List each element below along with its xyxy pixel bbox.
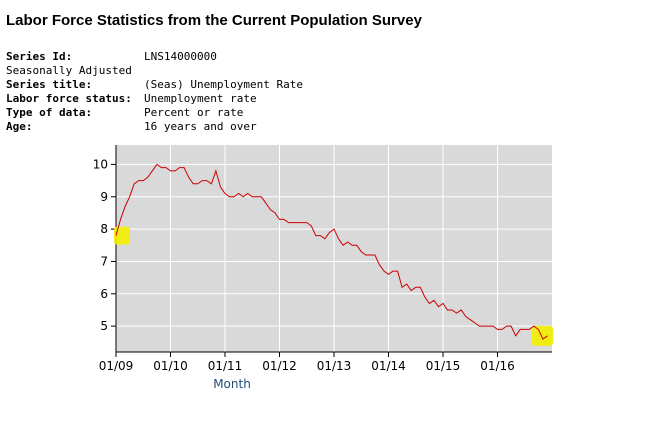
page-title: Labor Force Statistics from the Current … (6, 12, 422, 29)
first-point-highlight (114, 226, 130, 245)
series-metadata: Series Id: LNS14000000 Seasonally Adjust… (6, 50, 303, 134)
meta-value-series-title: (Seas) Unemployment Rate (144, 78, 303, 91)
x-tick-label: 01/13 (317, 359, 352, 373)
y-tick-label: 5 (100, 319, 108, 333)
meta-key-series-id: Series Id: (6, 50, 73, 63)
y-tick-label: 9 (100, 190, 108, 204)
unemployment-rate-series-line (115, 163, 548, 340)
meta-value-type-of-data: Percent or rate (144, 106, 244, 119)
meta-row-series-id: Series Id: LNS14000000 (6, 50, 217, 64)
meta-key-age: Age: (6, 120, 33, 133)
x-tick-label: 01/14 (371, 359, 406, 373)
last-point-highlight (531, 325, 554, 346)
x-tick-label: 01/16 (480, 359, 515, 373)
x-tick-label: 01/12 (262, 359, 297, 373)
meta-row-type-of-data: Type of data: Percent or rate (6, 106, 243, 120)
meta-row-series-title: Series title: (Seas) Unemployment Rate (6, 78, 303, 92)
meta-value-age: 16 years and over (144, 120, 257, 133)
meta-row-labor-force-status: Labor force status: Unemployment rate (6, 92, 257, 106)
x-tick-label: 01/15 (426, 359, 461, 373)
meta-row-age: Age: 16 years and over (6, 120, 257, 134)
y-tick-label: 10 (93, 157, 108, 171)
x-axis-title: Month (213, 377, 251, 391)
meta-key-series-title: Series title: (6, 78, 93, 91)
meta-key-seasonal-adjustment: Seasonally Adjusted (6, 64, 132, 77)
meta-key-type-of-data: Type of data: (6, 106, 93, 119)
meta-row-seasonal-adjustment: Seasonally Adjusted (6, 64, 132, 78)
x-tick-label: 01/09 (99, 359, 134, 373)
x-tick-label: 01/10 (153, 359, 188, 373)
x-tick-label: 01/11 (208, 359, 243, 373)
meta-key-labor-force-status: Labor force status: (6, 92, 132, 105)
y-tick-label: 8 (100, 222, 108, 236)
meta-value-labor-force-status: Unemployment rate (144, 92, 257, 105)
y-tick-label: 6 (100, 287, 108, 301)
y-tick-label: 7 (100, 254, 108, 268)
meta-value-series-id: LNS14000000 (144, 50, 217, 63)
